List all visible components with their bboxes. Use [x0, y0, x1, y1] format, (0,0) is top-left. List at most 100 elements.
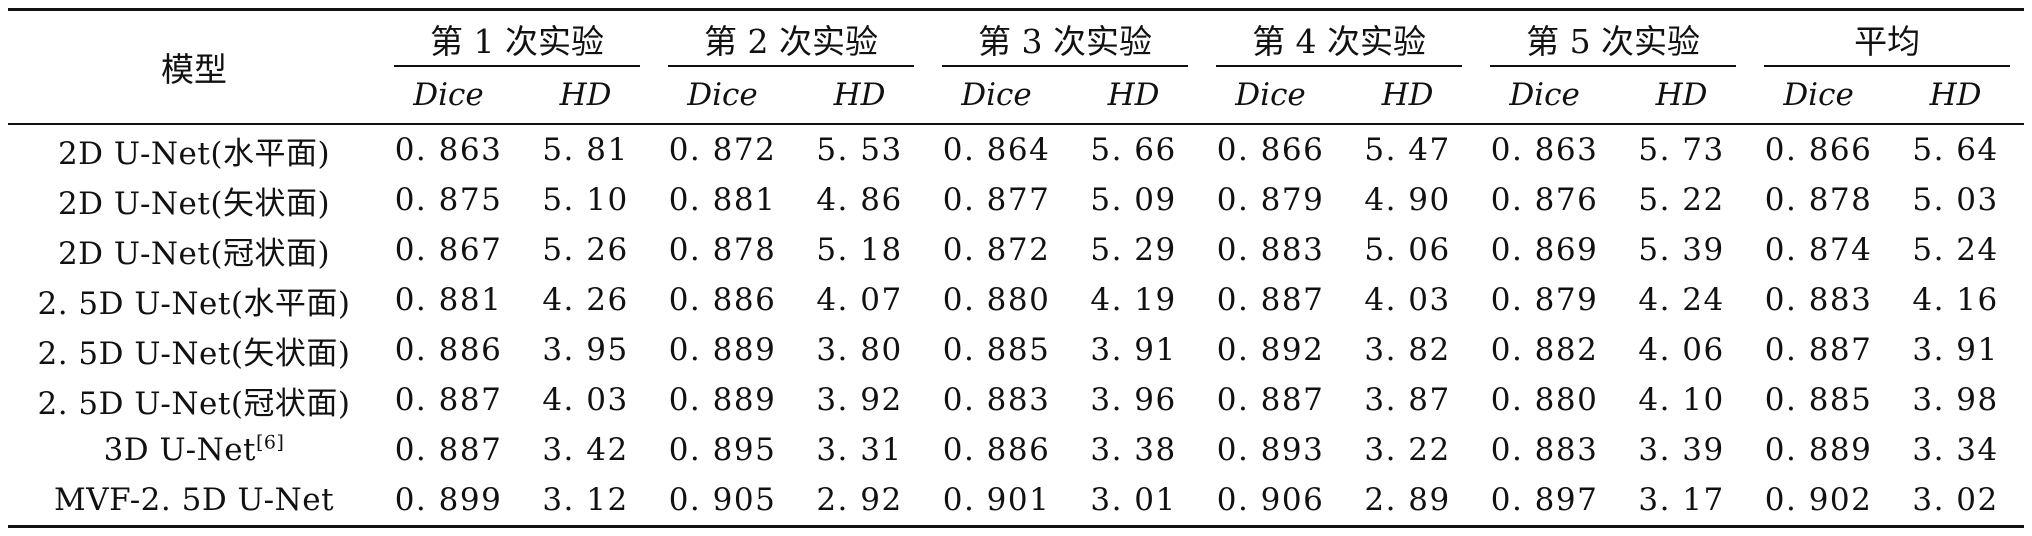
- group-header-run-5: 第 5 次实验: [1476, 8, 1751, 67]
- metric-header-hd: HD: [1655, 77, 1708, 113]
- group-header-average: 平均: [1750, 8, 2025, 67]
- metric-header-dice: Dice: [1235, 77, 1306, 113]
- dice-value-cell: 0. 863: [1476, 123, 1614, 175]
- hd-value-cell: 3. 38: [1090, 432, 1177, 468]
- model-name-cell: 2. 5D U-Net(矢状面): [8, 325, 380, 375]
- hd-value-cell: 5. 18: [816, 232, 903, 268]
- dice-value-cell: 0. 878: [668, 232, 777, 268]
- hd-value-cell: 5. 81: [517, 123, 655, 175]
- group-header-label: 第 1 次实验: [430, 22, 604, 61]
- dice-value-cell: 0. 882: [1490, 332, 1599, 368]
- dice-value-cell: 0. 879: [1490, 282, 1599, 318]
- hd-value-cell: 3. 96: [1090, 382, 1177, 418]
- model-name: 3D U-Net: [103, 432, 256, 468]
- model-name: MVF-2. 5D U-Net: [53, 482, 335, 518]
- dice-value-cell: 0. 885: [1764, 382, 1873, 418]
- hd-value-cell: 4. 16: [1912, 282, 1999, 318]
- results-table: 模型 第 1 次实验 第 2 次实验 第 3 次实验 第 4 次实验 第 5 次…: [8, 8, 2025, 528]
- table-row: 2. 5D U-Net(水平面) 0. 881 4. 26 0. 886 4. 07 0.…: [8, 275, 2024, 325]
- dice-value-cell: 0. 905: [654, 475, 792, 528]
- dice-value-cell: 0. 875: [394, 182, 503, 218]
- hd-value-cell: 2. 92: [791, 475, 929, 528]
- dice-value-cell: 0. 883: [1764, 282, 1873, 318]
- metric-header-dice: Dice: [961, 77, 1032, 113]
- model-name-cell: 2. 5D U-Net(冠状面): [8, 375, 380, 425]
- group-underline: [942, 65, 1189, 67]
- dice-value-cell: 0. 883: [942, 382, 1051, 418]
- group-underline: [394, 65, 641, 67]
- dice-value-cell: 0. 863: [380, 123, 517, 175]
- hd-value-cell: 5. 47: [1339, 123, 1477, 175]
- hd-value-cell: 3. 39: [1638, 432, 1725, 468]
- model-name-cell: 2D U-Net(矢状面): [8, 175, 380, 225]
- dice-value-cell: 0. 864: [928, 123, 1066, 175]
- dice-value-cell: 0. 885: [942, 332, 1051, 368]
- table-body: 2D U-Net(水平面) 0. 863 5. 81 0. 872 5. 53 0. 86…: [8, 123, 2025, 528]
- dice-value-cell: 0. 880: [1490, 382, 1599, 418]
- dice-value-cell: 0. 880: [942, 282, 1051, 318]
- model-name: 2. 5D U-Net(水平面): [37, 285, 351, 322]
- hd-value-cell: 4. 03: [542, 382, 629, 418]
- dice-value-cell: 0. 872: [654, 123, 792, 175]
- hd-value-cell: 3. 12: [517, 475, 655, 528]
- dice-value-cell: 0. 883: [1490, 432, 1599, 468]
- hd-value-cell: 3. 82: [1364, 332, 1451, 368]
- table-row: 2D U-Net(冠状面) 0. 867 5. 26 0. 878 5. 18 0. 87…: [8, 225, 2024, 275]
- dice-value-cell: 0. 886: [394, 332, 503, 368]
- model-name: 2D U-Net(水平面): [57, 135, 331, 172]
- hd-value-cell: 4. 03: [1364, 282, 1451, 318]
- hd-value-cell: 4. 90: [1364, 182, 1451, 218]
- hd-value-cell: 4. 06: [1638, 332, 1725, 368]
- hd-value-cell: 4. 86: [816, 182, 903, 218]
- dice-value-cell: 0. 887: [394, 432, 503, 468]
- hd-value-cell: 3. 92: [816, 382, 903, 418]
- dice-value-cell: 0. 881: [394, 282, 503, 318]
- group-underline: [1490, 65, 1737, 67]
- hd-value-cell: 3. 01: [1065, 475, 1203, 528]
- dice-value-cell: 0. 881: [668, 182, 777, 218]
- dice-value-cell: 0. 878: [1764, 182, 1873, 218]
- dice-value-cell: 0. 872: [942, 232, 1051, 268]
- group-header-label: 第 5 次实验: [1526, 22, 1701, 61]
- group-header-run-2: 第 2 次实验: [654, 8, 929, 67]
- group-header-run-4: 第 4 次实验: [1202, 8, 1477, 67]
- dice-value-cell: 0. 889: [668, 382, 777, 418]
- table-row: 3D U-Net[6] 0. 887 3. 42 0. 895 3. 31 0. 886 3…: [8, 425, 2024, 475]
- dice-value-cell: 0. 892: [1216, 332, 1325, 368]
- dice-value-cell: 0. 867: [394, 232, 503, 268]
- hd-value-cell: 5. 09: [1090, 182, 1177, 218]
- table-row: 2D U-Net(矢状面) 0. 875 5. 10 0. 881 4. 86 0. 87…: [8, 175, 2024, 225]
- hd-value-cell: 4. 19: [1090, 282, 1177, 318]
- hd-value-cell: 3. 98: [1912, 382, 1999, 418]
- model-name-cell: 2. 5D U-Net(水平面): [8, 275, 380, 325]
- hd-value-cell: 5. 29: [1090, 232, 1177, 268]
- dice-value-cell: 0. 901: [928, 475, 1066, 528]
- model-name: 2D U-Net(矢状面): [57, 185, 331, 222]
- hd-value-cell: 3. 91: [1090, 332, 1177, 368]
- group-header-label: 第 4 次实验: [1252, 22, 1427, 61]
- dice-value-cell: 0. 886: [942, 432, 1051, 468]
- hd-value-cell: 5. 03: [1912, 182, 1999, 218]
- hd-value-cell: 3. 95: [542, 332, 629, 368]
- metric-header-dice: Dice: [413, 77, 484, 113]
- dice-value-cell: 0. 887: [1216, 282, 1325, 318]
- hd-value-cell: 3. 91: [1912, 332, 1999, 368]
- group-header-run-1: 第 1 次实验: [380, 8, 655, 67]
- group-header-label: 第 2 次实验: [704, 22, 879, 61]
- hd-value-cell: 5. 64: [1887, 123, 2025, 175]
- dice-value-cell: 0. 899: [380, 475, 517, 528]
- hd-value-cell: 4. 26: [542, 282, 629, 318]
- dice-value-cell: 0. 889: [668, 332, 777, 368]
- dice-value-cell: 0. 887: [394, 382, 503, 418]
- dice-value-cell: 0. 876: [1490, 182, 1599, 218]
- hd-value-cell: 5. 26: [542, 232, 629, 268]
- metric-header-dice: Dice: [1783, 77, 1854, 113]
- results-table-container: 模型 第 1 次实验 第 2 次实验 第 3 次实验 第 4 次实验 第 5 次…: [8, 8, 2025, 528]
- table-row: 2. 5D U-Net(冠状面) 0. 887 4. 03 0. 889 3. 92 0.…: [8, 375, 2024, 425]
- dice-value-cell: 0. 869: [1490, 232, 1599, 268]
- dice-value-cell: 0. 902: [1750, 475, 1888, 528]
- hd-value-cell: 3. 17: [1613, 475, 1751, 528]
- dice-value-cell: 0. 906: [1202, 475, 1340, 528]
- hd-value-cell: 5. 39: [1638, 232, 1725, 268]
- hd-value-cell: 5. 06: [1364, 232, 1451, 268]
